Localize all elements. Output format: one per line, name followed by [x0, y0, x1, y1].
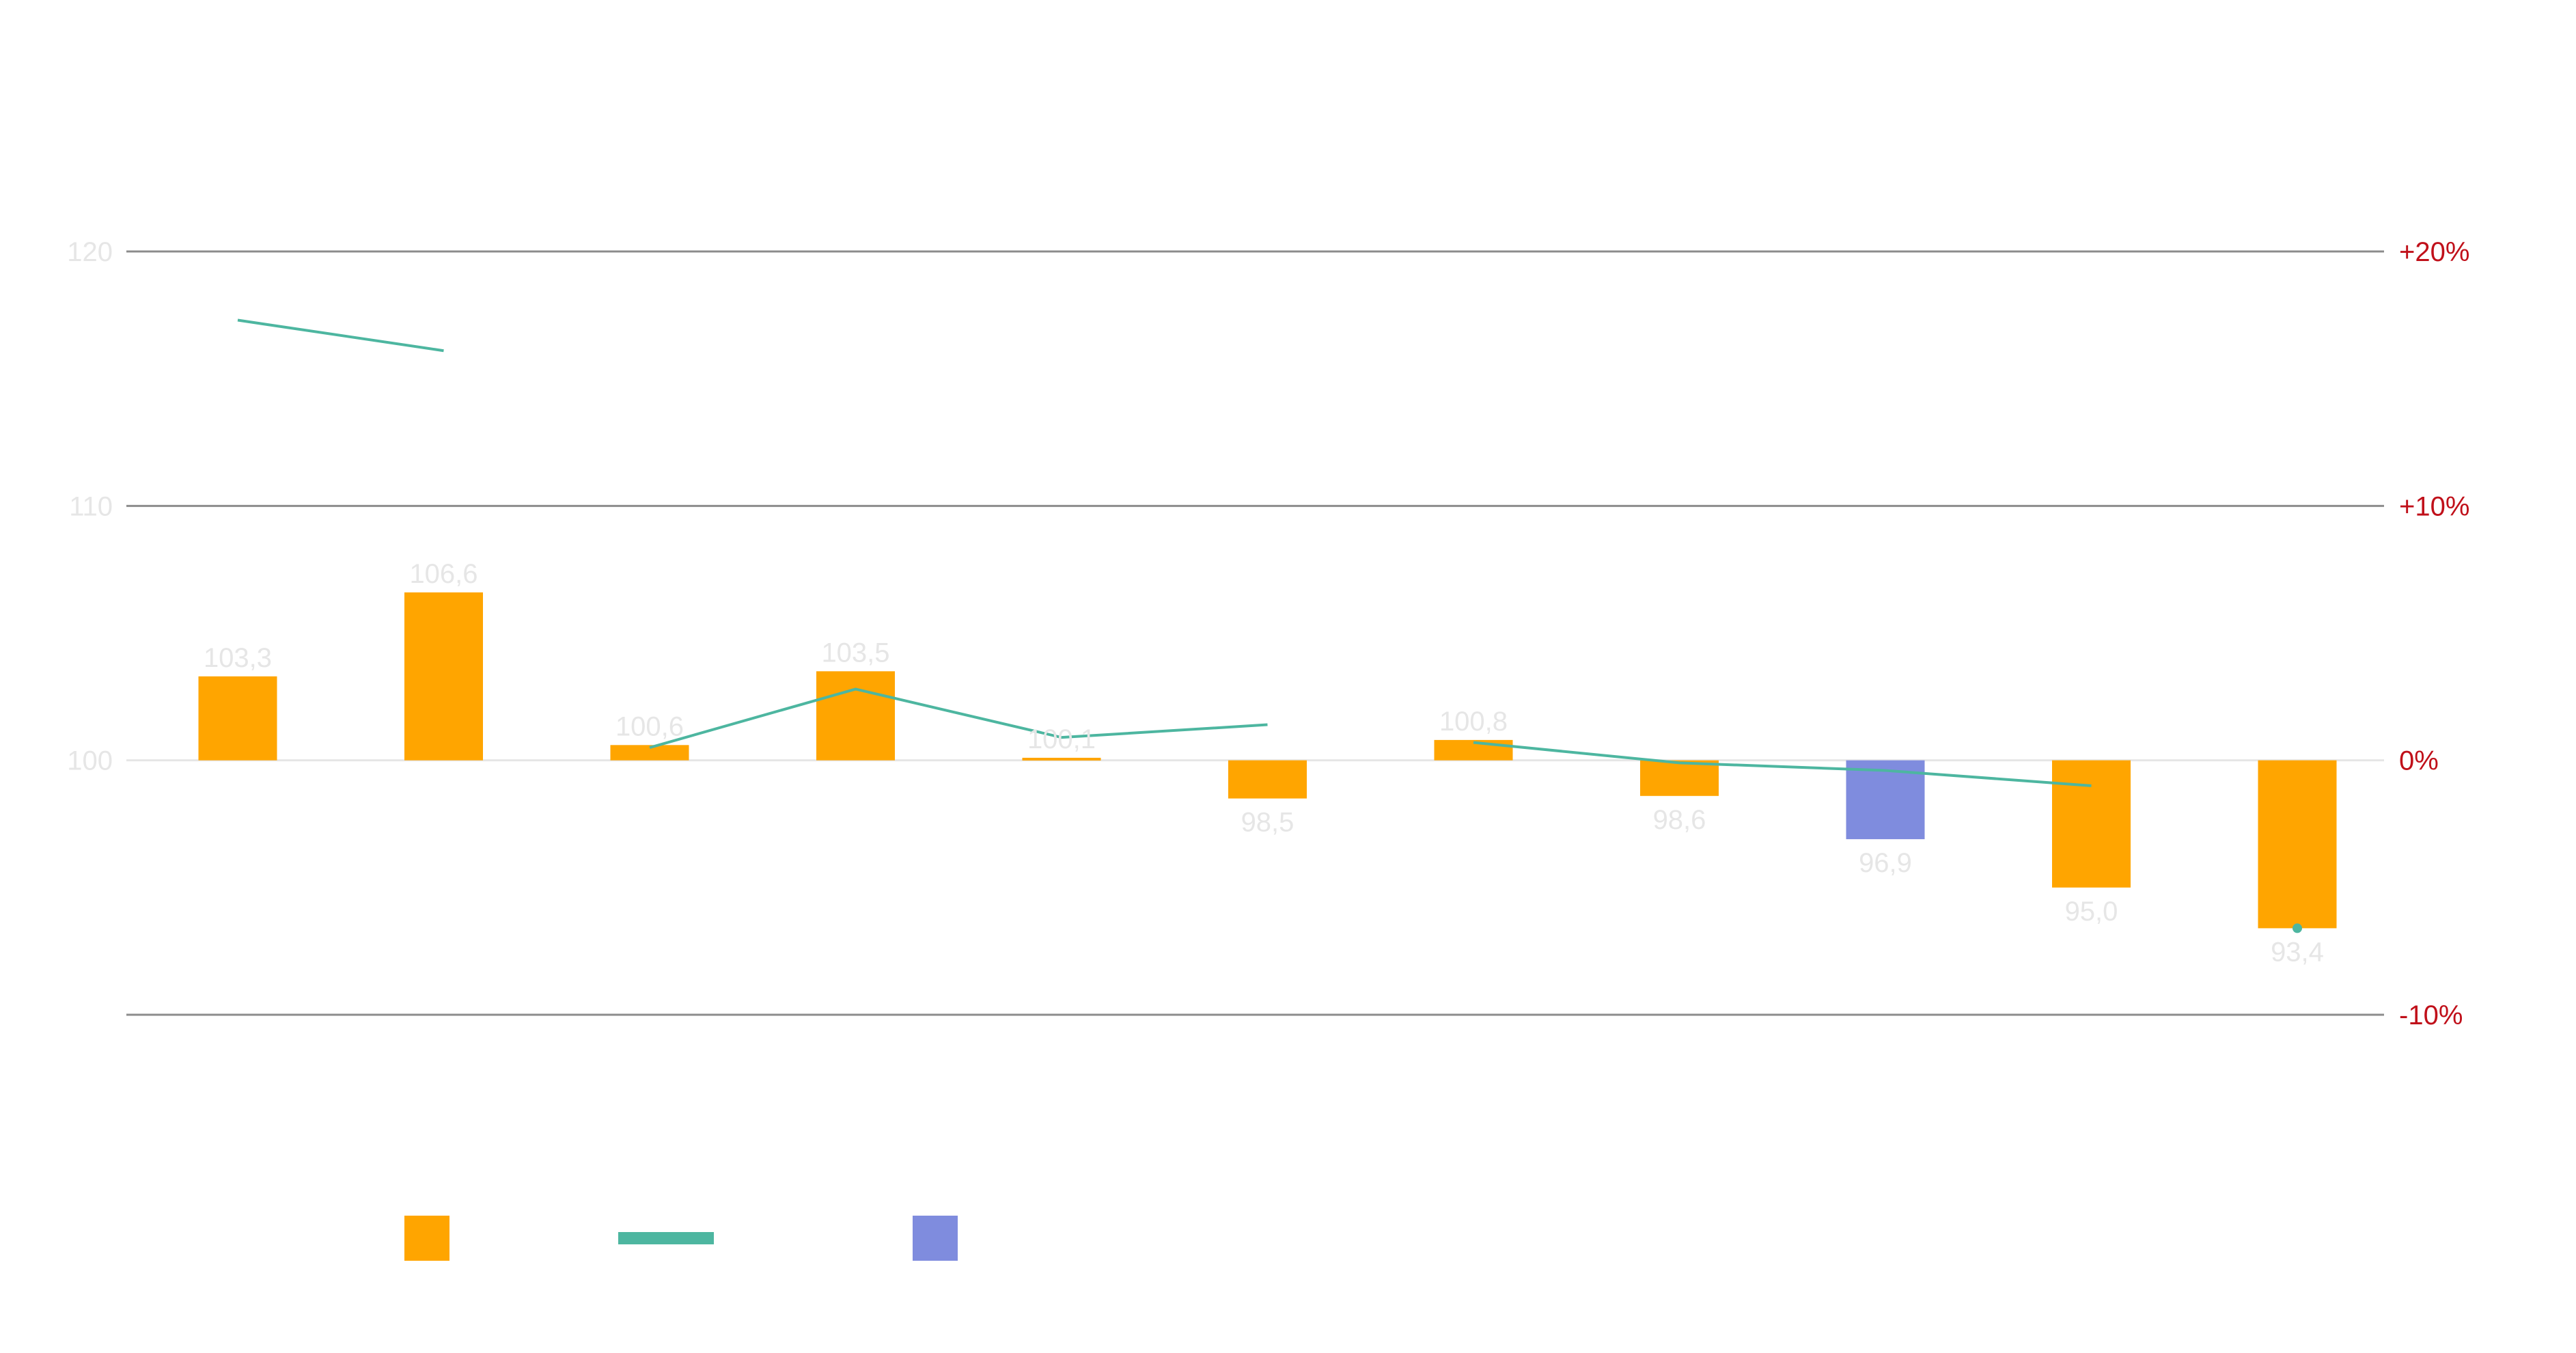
y-left-tick-label: 110 — [69, 491, 113, 521]
bar — [198, 676, 277, 761]
bar — [1640, 760, 1719, 796]
bar-value-label: 96,9 — [1859, 848, 1912, 878]
bar-value-label: 95,0 — [2065, 897, 2118, 927]
bar — [2258, 760, 2337, 929]
bar-layer — [198, 592, 2337, 929]
bar-value-label: 100,1 — [1027, 724, 1096, 754]
y-right-tick-label: -10% — [2399, 1000, 2463, 1030]
line-layer — [237, 318, 2302, 933]
y-left-tick-label: 100 — [67, 746, 113, 776]
bar-value-label: 103,5 — [821, 638, 889, 668]
bar-value-label: 106,6 — [409, 559, 477, 589]
legend-swatch-highlight — [913, 1216, 958, 1261]
line-series-segment — [237, 318, 444, 353]
bar — [816, 671, 895, 761]
legend-layer — [404, 1216, 958, 1261]
y-right-tick-label: +20% — [2399, 237, 2469, 267]
bar — [610, 745, 689, 761]
line-series-segment — [1473, 741, 2092, 787]
line-point — [2293, 923, 2302, 933]
line-series-segment — [649, 687, 1268, 749]
bar — [404, 592, 483, 761]
bar-value-label: 98,6 — [1653, 805, 1706, 835]
bar — [1022, 757, 1101, 761]
y-right-tick-label: +10% — [2399, 491, 2469, 521]
y-left-tick-label: 120 — [67, 237, 113, 267]
bar — [1228, 760, 1307, 799]
legend-swatch-bar — [404, 1216, 449, 1261]
bar-value-label: 93,4 — [2271, 937, 2324, 967]
legend-swatch-line — [618, 1232, 714, 1244]
bar-value-label: 103,3 — [204, 643, 272, 673]
axis-layer: 100 110 120 -10% 0% +10% +20% — [67, 237, 2469, 1030]
bar-value-label: 100,8 — [1439, 707, 1508, 737]
bar — [2052, 760, 2131, 888]
y-right-tick-label: 0% — [2399, 746, 2439, 776]
bar-value-label: 100,6 — [615, 711, 684, 741]
label-layer: 103,3 106,6 100,6 103,5 100,1 98,5 100,8 98,6 96… — [204, 559, 2324, 967]
bar-value-label: 98,5 — [1241, 808, 1294, 838]
